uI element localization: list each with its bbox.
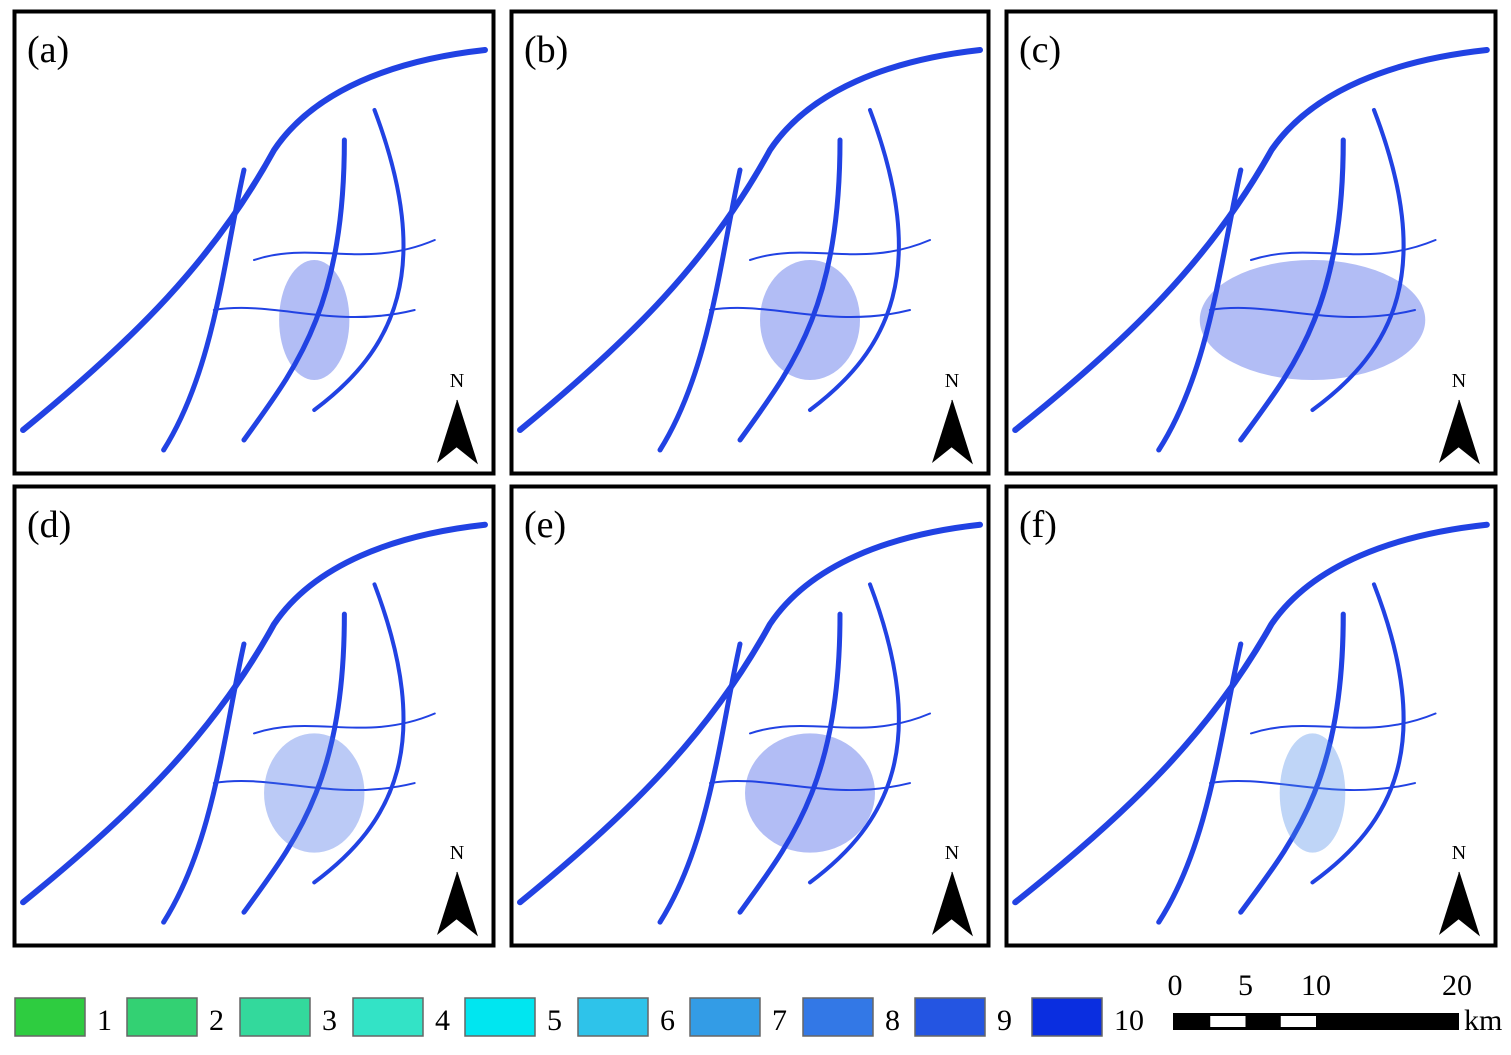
north-arrow [951, 871, 973, 937]
legend-swatch [1031, 997, 1103, 1037]
north-label: N [1452, 370, 1466, 392]
north-arrow [951, 399, 973, 465]
legend-label: 5 [547, 1004, 562, 1037]
scale-tick-label: 0 [1168, 969, 1183, 1002]
map-panel: (c) N [1004, 9, 1498, 476]
north-label: N [450, 842, 464, 864]
legend-label: 4 [435, 1004, 450, 1037]
panel-frame [509, 9, 991, 476]
legend-label: 1 [97, 1004, 112, 1037]
panel-label: (a) [27, 29, 69, 71]
water-body [745, 733, 875, 853]
north-arrow [437, 400, 457, 463]
water-map [1015, 525, 1487, 922]
water-body [760, 260, 860, 380]
legend-swatch [14, 997, 86, 1037]
north-arrow [1439, 872, 1459, 935]
north-arrow [456, 399, 478, 465]
north-arrow [437, 872, 457, 935]
legend-swatch [126, 997, 198, 1037]
panel-label: (c) [1019, 29, 1061, 71]
panel-frame [509, 484, 991, 948]
legend-label: 8 [885, 1004, 900, 1037]
legend: 1 2 3 4 5 6 7 8 9 10 [14, 997, 1144, 1037]
north-label: N [1452, 842, 1466, 864]
water-map [520, 50, 980, 450]
panel-frame [1004, 484, 1498, 948]
map-panel: (a) N [12, 9, 496, 476]
panel-frame [1004, 9, 1498, 476]
water-body [264, 733, 365, 853]
legend-label: 6 [660, 1004, 675, 1037]
panel-label: (d) [27, 504, 71, 546]
panel-label: (e) [524, 504, 566, 546]
legend-label: 9 [997, 1004, 1012, 1037]
map-panel: (b) N [509, 9, 991, 476]
scale-bar-segment [1280, 1016, 1316, 1027]
legend-label: 7 [772, 1004, 787, 1037]
legend-swatch [352, 997, 424, 1037]
map-panel: (e) N [509, 484, 991, 948]
water-body [279, 260, 350, 380]
water-body [1199, 260, 1426, 380]
legend-label: 3 [322, 1004, 337, 1037]
panel-frame [12, 484, 496, 948]
water-map [23, 50, 485, 450]
legend-swatch [689, 997, 761, 1037]
north-arrow [932, 872, 952, 935]
scale-unit: km [1464, 1004, 1502, 1037]
legend-swatch [914, 997, 986, 1037]
legend-swatch [802, 997, 874, 1037]
scale-bar-segment [1210, 1016, 1246, 1027]
legend-swatch [577, 997, 649, 1037]
panel-frame [12, 9, 496, 476]
legend-label: 2 [209, 1004, 224, 1037]
north-label: N [450, 370, 464, 392]
north-arrow [456, 871, 478, 937]
map-panel: (f) N [1004, 484, 1498, 948]
legend-swatch [464, 997, 536, 1037]
panel-label: (f) [1019, 504, 1057, 546]
water-body [1279, 733, 1346, 853]
legend-swatch [239, 997, 311, 1037]
scale-tick-label: 5 [1238, 969, 1253, 1002]
scale-tick-label: 10 [1301, 969, 1331, 1002]
panel-label: (b) [524, 29, 568, 71]
north-arrow [932, 400, 952, 463]
north-label: N [945, 842, 959, 864]
water-map [520, 525, 980, 922]
water-map [1015, 50, 1487, 450]
panels: (a) N (b) N (c) N (d) N (e) N (f) N [12, 9, 1498, 948]
north-arrow [1458, 399, 1480, 465]
water-map [23, 525, 485, 922]
scale-tick-label: 20 [1442, 969, 1472, 1002]
north-label: N [945, 370, 959, 392]
map-panel: (d) N [12, 484, 496, 948]
north-arrow [1458, 871, 1480, 937]
legend-label: 10 [1114, 1004, 1144, 1037]
north-arrow [1439, 400, 1459, 463]
